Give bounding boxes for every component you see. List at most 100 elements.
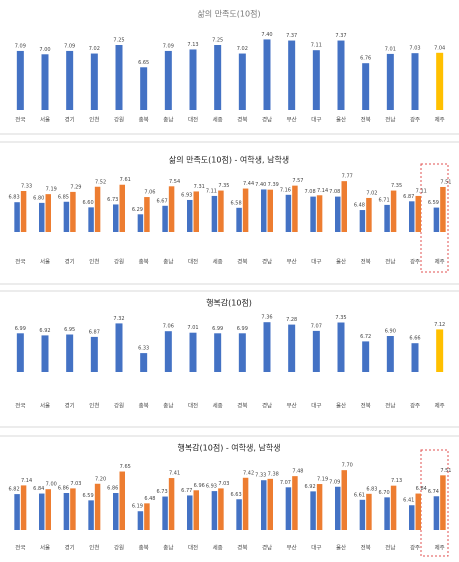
value-label: 6.72 [360, 334, 371, 340]
value-label: 7.12 [434, 322, 445, 328]
bar [70, 488, 76, 530]
bar [39, 493, 45, 530]
value-label: 6.92 [39, 328, 50, 334]
bar [193, 490, 199, 530]
value-label: 6.73 [107, 197, 118, 203]
value-label: 7.44 [243, 181, 254, 187]
value-label: 7.40 [255, 182, 266, 188]
value-label: 7.14 [21, 478, 32, 484]
value-label: 7.07 [280, 480, 291, 486]
bar [189, 49, 197, 110]
value-label: 7.09 [15, 43, 26, 49]
x-tick-label: 인천 [89, 258, 99, 266]
value-label: 7.07 [311, 323, 322, 329]
value-label: 7.29 [70, 184, 81, 190]
x-tick-label: 대전 [188, 116, 198, 124]
x-tick-label: 강원 [114, 116, 124, 124]
x-tick-label: 경북 [237, 403, 247, 410]
bar [436, 52, 444, 110]
value-label: 7.35 [391, 183, 402, 189]
bar [310, 491, 316, 530]
x-tick-label: 전북 [361, 402, 371, 410]
x-tick-label: 서울 [40, 544, 50, 552]
value-label: 7.31 [194, 184, 205, 190]
bar [312, 330, 320, 372]
value-label: 7.20 [95, 476, 106, 482]
bar [211, 491, 218, 530]
bar [316, 484, 323, 530]
bar [115, 323, 123, 372]
value-label: 7.03 [218, 481, 229, 487]
value-label: 6.48 [354, 203, 365, 209]
value-label: 7.08 [329, 189, 340, 195]
x-tick-label: 부산 [287, 258, 297, 266]
bar [168, 186, 175, 232]
bar [88, 207, 94, 232]
x-tick-label: 세종 [213, 258, 223, 266]
bar [144, 197, 150, 232]
x-tick-label: 광주 [410, 545, 420, 552]
value-label: 6.29 [132, 207, 143, 213]
bar [20, 485, 27, 530]
value-label: 6.41 [403, 498, 414, 504]
bar [90, 336, 98, 372]
x-tick-label: 대구 [311, 402, 321, 410]
bar [292, 185, 298, 232]
bar [193, 191, 199, 232]
bar [409, 505, 415, 530]
value-label: 6.86 [58, 486, 69, 492]
value-label: 7.13 [391, 478, 402, 484]
bar [164, 50, 172, 110]
bar [168, 478, 175, 530]
bar [440, 475, 446, 530]
bar [386, 53, 394, 110]
value-label: 7.11 [311, 43, 322, 49]
x-tick-label: 서울 [40, 258, 50, 266]
bar [288, 40, 296, 110]
bar [94, 186, 101, 232]
x-tick-label: 충남 [163, 258, 173, 266]
value-label: 6.59 [428, 200, 439, 206]
value-label: 6.83 [9, 195, 20, 201]
value-label: 7.61 [120, 177, 131, 183]
value-label: 7.11 [416, 188, 427, 194]
bar [366, 493, 372, 530]
bar [366, 197, 372, 232]
x-tick-label: 인천 [89, 544, 99, 552]
x-tick-label: 제주 [435, 402, 445, 410]
value-label: 7.40 [261, 32, 272, 38]
value-label: 6.19 [132, 504, 143, 510]
bar [236, 207, 242, 232]
bar [16, 333, 24, 372]
value-label: 7.51 [440, 468, 451, 474]
bar [242, 188, 249, 232]
bar [45, 194, 51, 232]
bar [261, 480, 267, 530]
x-tick-label: 울산 [336, 258, 346, 266]
value-label: 7.57 [292, 178, 303, 184]
bar [218, 488, 224, 530]
bar [433, 207, 440, 232]
value-label: 7.19 [317, 477, 328, 483]
x-tick-label: 전북 [361, 544, 371, 552]
bar [14, 494, 20, 530]
bar [341, 470, 347, 530]
x-tick-label: 전국 [15, 402, 25, 410]
bar [335, 196, 341, 232]
value-label: 7.19 [46, 187, 57, 193]
value-label: 7.33 [255, 473, 266, 479]
x-tick-label: 경북 [237, 545, 247, 552]
chart-title: 삶의 만족도(10점) - 여학생, 남학생 [169, 155, 289, 165]
bar [137, 511, 144, 530]
x-tick-label: 울산 [336, 402, 346, 410]
value-label: 6.60 [83, 200, 94, 206]
value-label: 6.65 [138, 60, 149, 66]
bar [359, 499, 366, 530]
bar [384, 204, 390, 232]
bar [70, 191, 76, 232]
value-label: 7.00 [46, 482, 57, 488]
bar [436, 329, 444, 372]
bar [45, 489, 51, 530]
bar [386, 336, 394, 372]
